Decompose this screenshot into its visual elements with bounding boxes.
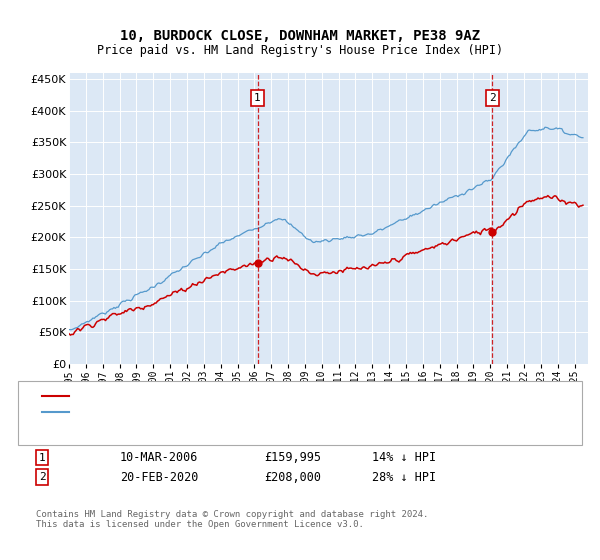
Text: 10, BURDOCK CLOSE, DOWNHAM MARKET, PE38 9AZ (detached house): 10, BURDOCK CLOSE, DOWNHAM MARKET, PE38 … <box>75 391 450 402</box>
Text: 14% ↓ HPI: 14% ↓ HPI <box>372 451 436 464</box>
Text: 2: 2 <box>38 472 46 482</box>
Text: £159,995: £159,995 <box>264 451 321 464</box>
Text: Price paid vs. HM Land Registry's House Price Index (HPI): Price paid vs. HM Land Registry's House … <box>97 44 503 57</box>
Text: 10, BURDOCK CLOSE, DOWNHAM MARKET, PE38 9AZ: 10, BURDOCK CLOSE, DOWNHAM MARKET, PE38 … <box>120 29 480 44</box>
Text: 10-MAR-2006: 10-MAR-2006 <box>120 451 199 464</box>
Text: 2: 2 <box>489 93 496 103</box>
Text: Contains HM Land Registry data © Crown copyright and database right 2024.
This d: Contains HM Land Registry data © Crown c… <box>36 510 428 529</box>
Text: 28% ↓ HPI: 28% ↓ HPI <box>372 470 436 484</box>
Text: 1: 1 <box>38 452 46 463</box>
Text: HPI: Average price, detached house, King's Lynn and West Norfolk: HPI: Average price, detached house, King… <box>75 407 475 417</box>
Text: £208,000: £208,000 <box>264 470 321 484</box>
Text: 1: 1 <box>254 93 261 103</box>
Text: 20-FEB-2020: 20-FEB-2020 <box>120 470 199 484</box>
